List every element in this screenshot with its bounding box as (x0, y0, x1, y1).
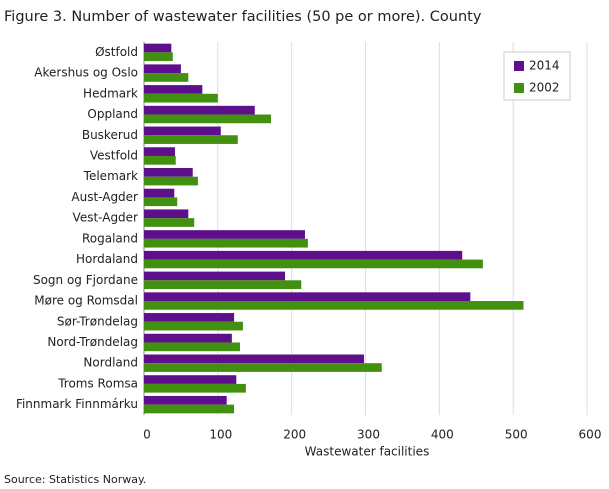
bar (144, 375, 237, 384)
bar (144, 383, 246, 393)
bar (144, 292, 471, 302)
x-tick-label: 100 (209, 428, 232, 442)
y-tick-label: Akershus og Oslo (34, 66, 138, 80)
bar (144, 114, 271, 124)
bar (144, 93, 218, 103)
bar (144, 333, 232, 343)
bar (144, 126, 221, 136)
y-tick-label: Buskerud (82, 128, 138, 142)
y-tick-label: Aust-Agder (71, 190, 138, 204)
bar (144, 73, 189, 82)
x-tick-label: 300 (357, 428, 380, 442)
legend-label: 2014 (529, 59, 560, 73)
bar (144, 363, 382, 372)
bar (144, 176, 198, 186)
y-tick-label: Østfold (95, 45, 138, 59)
y-tick-label: Nord-Trøndelag (47, 335, 138, 349)
y-tick-label: Hedmark (83, 86, 138, 100)
y-tick-label: Finnmark Finnmárku (16, 397, 138, 411)
y-tick-label: Telemark (83, 169, 138, 183)
bar (144, 147, 176, 156)
x-tick-label: 0 (143, 428, 151, 442)
y-tick-label: Nordland (83, 356, 138, 370)
bar (144, 354, 365, 364)
bar (144, 238, 308, 248)
bar (144, 218, 195, 227)
legend-label: 2002 (529, 81, 560, 95)
y-tick-label: Sør-Trøndelag (57, 314, 138, 328)
y-tick-label: Troms Romsa (57, 376, 138, 390)
bar (144, 301, 524, 310)
bar (144, 230, 305, 239)
bar (144, 395, 227, 405)
x-axis-label: Wastewater facilities (305, 445, 430, 459)
bar (144, 321, 243, 331)
y-tick-label: Oppland (87, 107, 138, 121)
bar (144, 85, 203, 94)
bar (144, 188, 175, 198)
bar (144, 404, 235, 414)
bar (144, 167, 193, 177)
bar (144, 135, 238, 144)
chart-title: Figure 3. Number of wastewater facilitie… (4, 9, 482, 25)
y-tick-label: Møre og Romsdal (34, 294, 138, 308)
legend-swatch (514, 83, 524, 93)
bar (144, 259, 483, 269)
bar (144, 43, 172, 53)
bar (144, 342, 240, 352)
bar (144, 250, 463, 260)
bar (144, 313, 235, 322)
bar (144, 105, 255, 115)
x-tick-label: 200 (283, 428, 306, 442)
x-tick-label: 600 (579, 428, 602, 442)
bar (144, 271, 286, 281)
y-tick-label: Hordaland (76, 252, 138, 266)
source: Source: Statistics Norway. (4, 473, 146, 486)
y-tick-label: Sogn og Fjordane (33, 273, 138, 287)
bar (144, 209, 189, 219)
y-tick-label: Vest-Agder (73, 211, 139, 225)
bar (144, 280, 302, 290)
y-tick-label: Vestfold (90, 148, 138, 162)
y-tick-label: Rogaland (82, 231, 138, 245)
legend-swatch (514, 61, 524, 71)
bar (144, 64, 181, 74)
x-tick-label: 500 (505, 428, 528, 442)
x-tick-label: 400 (431, 428, 454, 442)
bar (144, 197, 178, 207)
bar (144, 155, 176, 165)
bar (144, 52, 173, 62)
